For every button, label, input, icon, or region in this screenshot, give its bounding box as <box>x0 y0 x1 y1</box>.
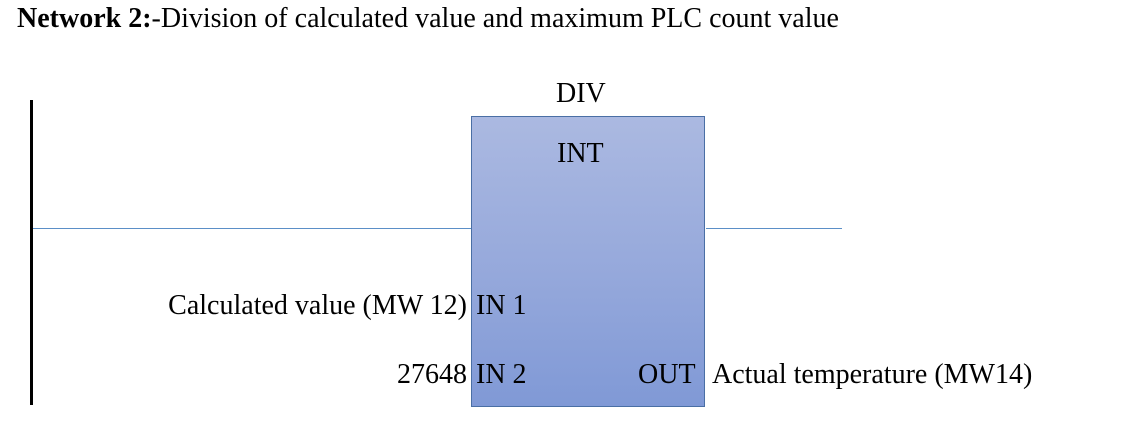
in2-operand: 27648 <box>397 359 467 390</box>
in1-operand: Calculated value (MW 12) <box>168 290 467 321</box>
output-rung-wire <box>706 228 842 229</box>
out-pin-label: OUT <box>638 359 696 390</box>
left-power-rail <box>30 100 33 405</box>
div-function-block[interactable] <box>471 116 705 407</box>
network-description: -Division of calculated value and maximu… <box>151 3 839 34</box>
in2-pin-label: IN 2 <box>476 359 527 390</box>
out-operand: Actual temperature (MW14) <box>712 359 1033 390</box>
block-name: DIV <box>556 78 606 109</box>
block-data-type: INT <box>557 138 604 169</box>
network-heading: Network 2:-Division of calculated value … <box>17 2 839 36</box>
input-rung-wire <box>33 228 472 229</box>
network-number: Network 2: <box>17 3 152 34</box>
in1-pin-label: IN 1 <box>476 290 527 321</box>
